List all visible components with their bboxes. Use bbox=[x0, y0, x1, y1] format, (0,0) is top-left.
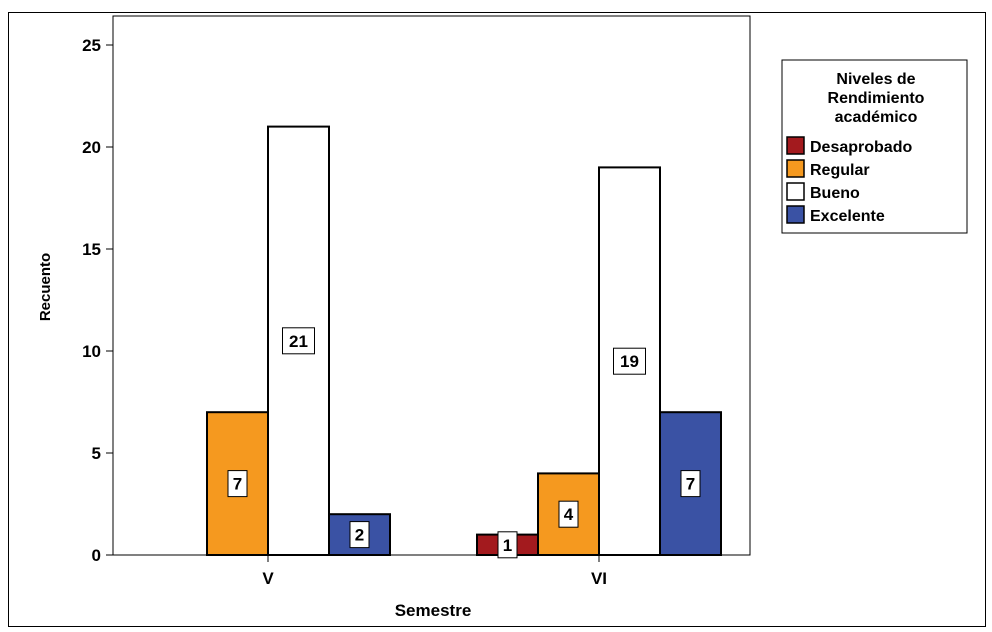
y-tick-label: 20 bbox=[82, 138, 101, 157]
legend-title-line-1: Niveles de bbox=[836, 71, 915, 88]
y-axis-title: Recuento bbox=[37, 253, 54, 321]
y-tick-label: 5 bbox=[92, 444, 101, 463]
legend-swatch bbox=[786, 159, 805, 178]
x-tick-label: VI bbox=[591, 569, 607, 588]
data-label-value: 7 bbox=[686, 475, 695, 494]
data-label-value: 21 bbox=[289, 332, 308, 351]
y-tick-label: 25 bbox=[82, 36, 101, 55]
legend-item-excelente: Excelente bbox=[786, 205, 885, 225]
data-label: 2 bbox=[349, 521, 370, 549]
data-label-box bbox=[558, 500, 579, 528]
legend-label: Excelente bbox=[810, 208, 885, 225]
y-tick-label: 15 bbox=[82, 240, 101, 259]
legend: Niveles de Rendimiento académico Desapro… bbox=[781, 59, 968, 234]
y-tick-label: 0 bbox=[92, 546, 101, 565]
data-label-box bbox=[613, 347, 646, 375]
data-label: 4 bbox=[558, 500, 579, 528]
legend-item-bueno: Bueno bbox=[786, 182, 860, 202]
data-label-box bbox=[349, 521, 370, 549]
legend-swatch bbox=[786, 182, 805, 201]
y-axis: 0 5 10 15 20 25 bbox=[82, 36, 113, 565]
data-label-value: 19 bbox=[620, 352, 639, 371]
legend-title-line-2: Rendimiento bbox=[828, 90, 925, 107]
legend-box bbox=[781, 59, 968, 234]
legend-item-regular: Regular bbox=[786, 159, 870, 179]
data-label-value: 2 bbox=[355, 526, 364, 545]
data-label-box bbox=[497, 531, 518, 559]
data-label: 7 bbox=[227, 470, 248, 498]
plot-area bbox=[112, 15, 751, 556]
x-axis: V VI bbox=[262, 555, 607, 588]
x-axis-title: Semestre bbox=[395, 601, 472, 620]
legend-label: Regular bbox=[810, 162, 870, 179]
chart-frame bbox=[8, 12, 986, 627]
data-label: 7 bbox=[680, 470, 701, 498]
data-label-box bbox=[227, 470, 248, 498]
data-label: 1 bbox=[497, 531, 518, 559]
data-label-value: 1 bbox=[503, 536, 512, 555]
legend-items: Desaprobado Regular Bueno Excelente bbox=[786, 136, 912, 225]
data-label-box bbox=[282, 327, 315, 355]
legend-swatch bbox=[786, 205, 805, 224]
legend-title-line-3: académico bbox=[835, 109, 918, 126]
legend-label: Bueno bbox=[810, 185, 860, 202]
data-label-value: 4 bbox=[564, 505, 574, 524]
data-label-value: 7 bbox=[233, 475, 242, 494]
data-label: 19 bbox=[613, 347, 646, 375]
data-label: 21 bbox=[282, 327, 315, 355]
legend-label: Desaprobado bbox=[810, 139, 912, 156]
data-label-box bbox=[680, 470, 701, 498]
legend-swatch bbox=[786, 136, 805, 155]
y-tick-label: 10 bbox=[82, 342, 101, 361]
x-tick-label: V bbox=[262, 569, 274, 588]
legend-item-desaprobado: Desaprobado bbox=[786, 136, 912, 156]
plot-border bbox=[112, 15, 751, 556]
